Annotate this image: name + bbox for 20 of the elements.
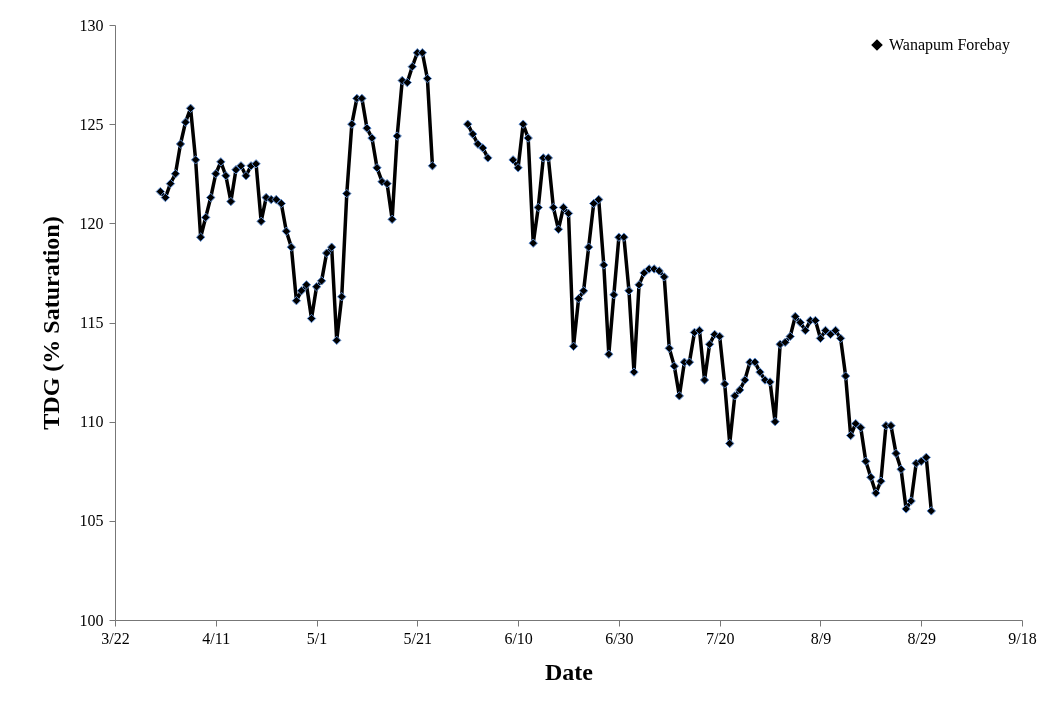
x-tick-label: 8/29: [907, 629, 936, 647]
x-tick-label: 5/21: [403, 629, 433, 647]
legend-label: Wanapum Forebay: [889, 36, 1010, 54]
y-tick-label: 115: [80, 314, 104, 331]
y-tick-label: 110: [80, 413, 104, 431]
x-tick-label: 4/11: [202, 629, 231, 647]
x-tick-label: 6/30: [605, 629, 634, 647]
y-tick-label: 100: [79, 611, 104, 629]
y-tick-label: 125: [79, 115, 104, 133]
y-axis-title: TDG (% Saturation): [37, 216, 64, 430]
x-tick-label: 9/18: [1008, 629, 1037, 647]
x-tick-label: 8/9: [810, 629, 832, 647]
x-tick-label: 5/1: [306, 629, 328, 647]
x-tick-label: 7/20: [705, 629, 735, 647]
y-tick-label: 105: [79, 512, 104, 530]
y-tick-label: 130: [79, 16, 104, 34]
x-axis-title: Date: [545, 658, 594, 685]
x-tick-label: 3/22: [101, 629, 130, 647]
x-tick-label: 6/10: [504, 629, 533, 647]
y-tick-label: 120: [79, 214, 104, 232]
